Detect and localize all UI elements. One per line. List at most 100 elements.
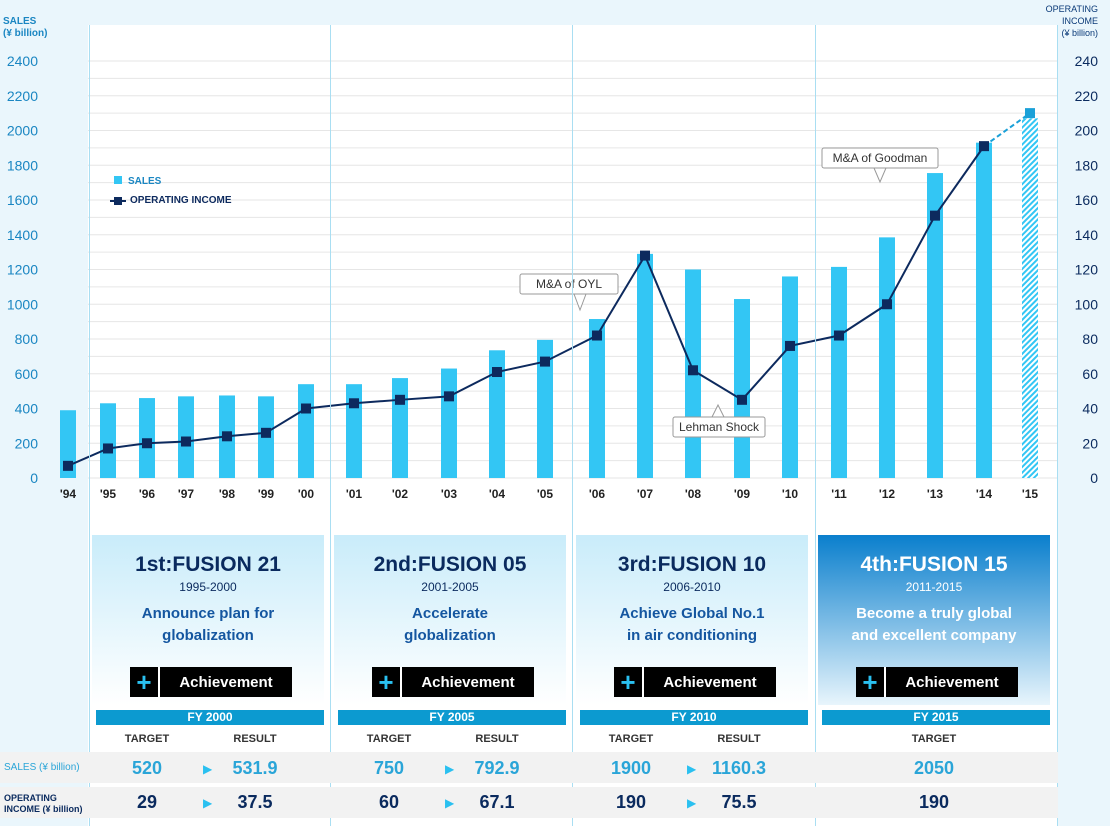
income-point [492, 367, 502, 378]
income-result: 37.5 [237, 792, 273, 812]
sales-bar [298, 384, 314, 478]
callout-pointer [711, 403, 725, 418]
plan-description: Accelerate globalization [334, 603, 566, 649]
x-tick-label: '03 [441, 487, 458, 501]
right-tick-label: 180 [1075, 157, 1099, 173]
income-point [63, 460, 73, 471]
income-point [444, 391, 454, 402]
plan-years: 1995-2000 [179, 580, 237, 594]
income-row-label-line: OPERATING [4, 793, 57, 803]
sales-result: 531.9 [232, 758, 278, 778]
income-target: 190 [615, 792, 647, 812]
right-tick-label: 80 [1082, 331, 1098, 347]
plan-years: 2011-2015 [905, 580, 963, 594]
sales-bar [1022, 118, 1038, 479]
achievement-button[interactable]: + Achievement [130, 667, 292, 697]
sales-bar [392, 378, 408, 478]
income-row-label: OPERATING INCOME (¥ billion) [4, 793, 83, 815]
income-point [261, 427, 271, 438]
callout-box [821, 147, 939, 169]
right-axis-title-line: (¥ billion) [1061, 28, 1098, 38]
callout-box [672, 416, 766, 438]
divider [330, 25, 331, 826]
callout-label: M&A of OYL [536, 277, 602, 291]
achievement-button[interactable]: + Achievement [614, 667, 776, 697]
x-tick-label: '14 [976, 487, 993, 501]
plan-description: Announce plan for globalization [92, 603, 324, 649]
income-row-bg [0, 787, 1058, 818]
fiscal-year-bar: FY 2005 [338, 710, 566, 725]
right-tick-label: 40 [1082, 401, 1098, 417]
x-tick-label: '97 [178, 487, 195, 501]
x-tick-label: '13 [927, 487, 944, 501]
callout-pointer [873, 167, 887, 184]
divider [572, 25, 573, 826]
achievement-button-label: Achievement [421, 673, 515, 691]
sales-result: 1160.3 [711, 758, 767, 778]
sales-bar [139, 398, 155, 478]
income-result: 75.5 [721, 792, 757, 812]
x-tick-label: '07 [637, 487, 654, 501]
plan-panel: 4th:FUSION 15 2011-2015 Become a truly g… [818, 535, 1050, 705]
plus-icon: + [130, 667, 160, 697]
income-row-label-line: INCOME (¥ billion) [4, 804, 83, 814]
x-tick-label: '05 [537, 487, 554, 501]
achievement-button[interactable]: + Achievement [856, 667, 1018, 697]
left-tick-label: 2400 [7, 53, 38, 69]
plus-icon: + [372, 667, 402, 697]
income-point [882, 299, 892, 310]
arrow-icon: ▶ [203, 796, 213, 810]
income-point [737, 394, 747, 405]
income-result: 67.1 [479, 792, 515, 812]
income-point [592, 330, 602, 341]
target-header: TARGET [366, 733, 412, 745]
x-tick-label: '98 [219, 487, 236, 501]
achievement-button[interactable]: + Achievement [372, 667, 534, 697]
x-tick-label: '00 [298, 487, 315, 501]
x-tick-label: '10 [782, 487, 799, 501]
left-tick-label: 400 [15, 401, 39, 417]
left-tick-label: 800 [15, 331, 39, 347]
plan-description: Achieve Global No.1 in air conditioning [576, 603, 808, 649]
right-tick-label: 60 [1082, 366, 1098, 382]
plus-icon: + [856, 667, 886, 697]
plan-title: 2nd:FUSION 05 [373, 553, 527, 576]
callout-box [519, 273, 619, 295]
x-tick-label: '02 [392, 487, 409, 501]
income-point [181, 436, 191, 447]
x-tick-label: '96 [139, 487, 156, 501]
left-axis-title: SALES (¥ billion) [3, 16, 47, 40]
right-axis-panel [1058, 0, 1110, 826]
income-point [540, 356, 550, 367]
x-tick-label: '15 [1022, 487, 1039, 501]
callout-label: Lehman Shock [679, 420, 760, 434]
left-tick-label: 1600 [7, 192, 38, 208]
sales-bar [831, 266, 847, 478]
divider [89, 25, 90, 826]
x-tick-label: '11 [831, 487, 847, 501]
plan-panel: 1st:FUSION 21 1995-2000 Announce plan fo… [92, 535, 324, 705]
left-axis-title-line: SALES [3, 16, 37, 27]
plan-title: 1st:FUSION 21 [135, 553, 281, 576]
x-tick-label: '94 [60, 487, 77, 501]
income-point [395, 394, 405, 405]
plan-description-line: in air conditioning [627, 627, 757, 644]
left-tick-label: 1400 [7, 227, 38, 243]
income-point [349, 398, 359, 409]
sales-bar [734, 299, 750, 478]
left-tick-label: 0 [30, 470, 38, 486]
sales-bar [537, 339, 553, 478]
legend-sales-label: SALES [128, 176, 162, 187]
achievement-button-label: Achievement [179, 673, 273, 691]
sales-target: 1900 [610, 758, 652, 778]
sales-bar [589, 319, 605, 478]
plus-icon: + [614, 667, 644, 697]
sales-bar [879, 237, 895, 478]
arrow-icon: ▶ [445, 762, 455, 776]
plan-title: 4th:FUSION 15 [860, 553, 1008, 576]
plan-description-line: globalization [404, 627, 496, 644]
arrow-icon: ▶ [445, 796, 455, 810]
result-header: RESULT [233, 733, 277, 745]
right-tick-label: 20 [1082, 435, 1098, 451]
x-tick-label: '99 [258, 487, 275, 501]
